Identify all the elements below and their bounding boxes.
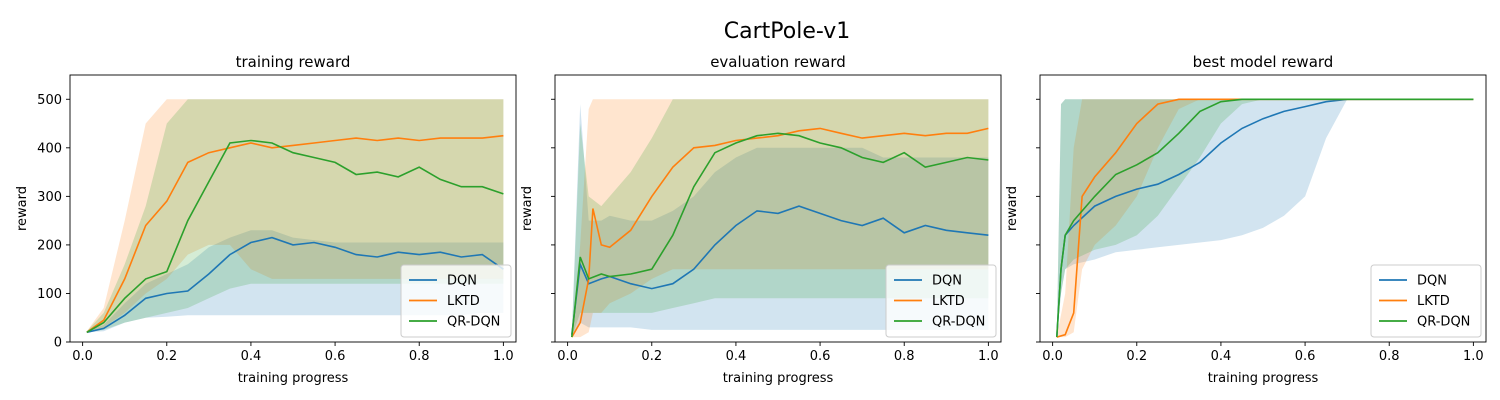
series-line-lktd [86, 134, 504, 333]
x-tick-label: 0.6 [325, 349, 346, 364]
y-tick-label: 300 [37, 190, 62, 205]
series-line-qr-dqn [1056, 98, 1474, 338]
band-dqn [1056, 99, 1474, 338]
x-axis-label: training progress [1208, 371, 1319, 386]
axes-frame [554, 74, 1002, 343]
band-lktd [1056, 99, 1474, 338]
series-line-dqn [1056, 98, 1474, 338]
x-tick-label: 0.4 [241, 349, 262, 364]
chart-panel-2: 0.0 0.2 0.4 0.6 0.8 1.0 evaluation reward train… [520, 53, 1002, 386]
chart-title: evaluation reward [710, 53, 846, 71]
x-tick-label: 0.4 [1211, 349, 1232, 364]
chart-panel-3: 0.0 0.2 0.4 0.6 0.8 1.0 best model reward train… [1005, 53, 1487, 386]
legend-label: DQN [447, 274, 477, 289]
figure-suptitle: CartPole-v1 [724, 19, 850, 44]
x-tick-label: 0.2 [1126, 349, 1147, 364]
x-tick-label: 0.2 [641, 349, 662, 364]
x-tick-label: 0.6 [1295, 349, 1316, 364]
x-tick-label: 0.0 [1042, 349, 1063, 364]
x-axis-label: training progress [238, 371, 349, 386]
plot-area [86, 99, 504, 334]
band-lktd [86, 99, 504, 333]
plot-area [1056, 98, 1474, 338]
legend: DQN LKTD QR-DQN [400, 264, 512, 338]
legend-label: LKTD [932, 294, 965, 309]
x-tick-label: 0.4 [726, 349, 747, 364]
legend: DQN LKTD QR-DQN [1370, 264, 1482, 338]
x-tick-label: 1.0 [493, 349, 514, 364]
band-dqn [86, 230, 504, 333]
y-tick-label: 0 [54, 336, 62, 351]
axes-frame [69, 74, 517, 343]
series-line-dqn [86, 236, 504, 334]
y-axis-label: reward [520, 186, 535, 231]
legend: DQN LKTD QR-DQN [885, 264, 997, 338]
legend-box [400, 264, 512, 338]
x-tick-label: 0.8 [409, 349, 430, 364]
band-qr-dqn [1056, 99, 1474, 338]
x-tick-label: 0.8 [1379, 349, 1400, 364]
axes-frame [1039, 74, 1487, 343]
legend-label: QR-DQN [932, 315, 985, 330]
y-axis-label: reward [15, 186, 30, 231]
y-tick-label: 200 [37, 238, 62, 253]
y-tick-label: 400 [37, 141, 62, 156]
series-line-dqn [571, 205, 989, 335]
chart-title: training reward [236, 53, 351, 71]
x-tick-label: 0.0 [72, 349, 93, 364]
x-tick-label: 0.6 [810, 349, 831, 364]
band-lktd [571, 99, 989, 338]
series-line-qr-dqn [86, 139, 504, 333]
x-tick-label: 1.0 [978, 349, 999, 364]
x-axis-label: training progress [723, 371, 834, 386]
y-axis-label: reward [1005, 186, 1020, 231]
band-qr-dqn [571, 99, 989, 338]
legend-box [885, 264, 997, 338]
legend-label: LKTD [447, 294, 480, 309]
x-tick-label: 0.8 [894, 349, 915, 364]
legend-label: QR-DQN [1417, 315, 1470, 330]
series-line-qr-dqn [571, 132, 989, 338]
y-tick-label: 500 [37, 93, 62, 108]
legend-label: DQN [932, 274, 962, 289]
legend-label: DQN [1417, 274, 1447, 289]
legend-label: QR-DQN [447, 315, 500, 330]
plot-area [571, 99, 989, 338]
chart-panels: 0.0 0.2 0.4 0.6 0.8 1.0 0 100 200 300 400 500 traini… [15, 53, 1487, 386]
x-tick-label: 1.0 [1463, 349, 1484, 364]
chart-panel-1: 0.0 0.2 0.4 0.6 0.8 1.0 0 100 200 300 400 500 traini… [15, 53, 517, 386]
legend-box [1370, 264, 1482, 338]
band-qr-dqn [86, 99, 504, 333]
chart-title: best model reward [1193, 53, 1334, 71]
x-tick-label: 0.2 [156, 349, 177, 364]
legend-label: LKTD [1417, 294, 1450, 309]
x-tick-label: 0.0 [557, 349, 578, 364]
y-tick-label: 100 [37, 287, 62, 302]
